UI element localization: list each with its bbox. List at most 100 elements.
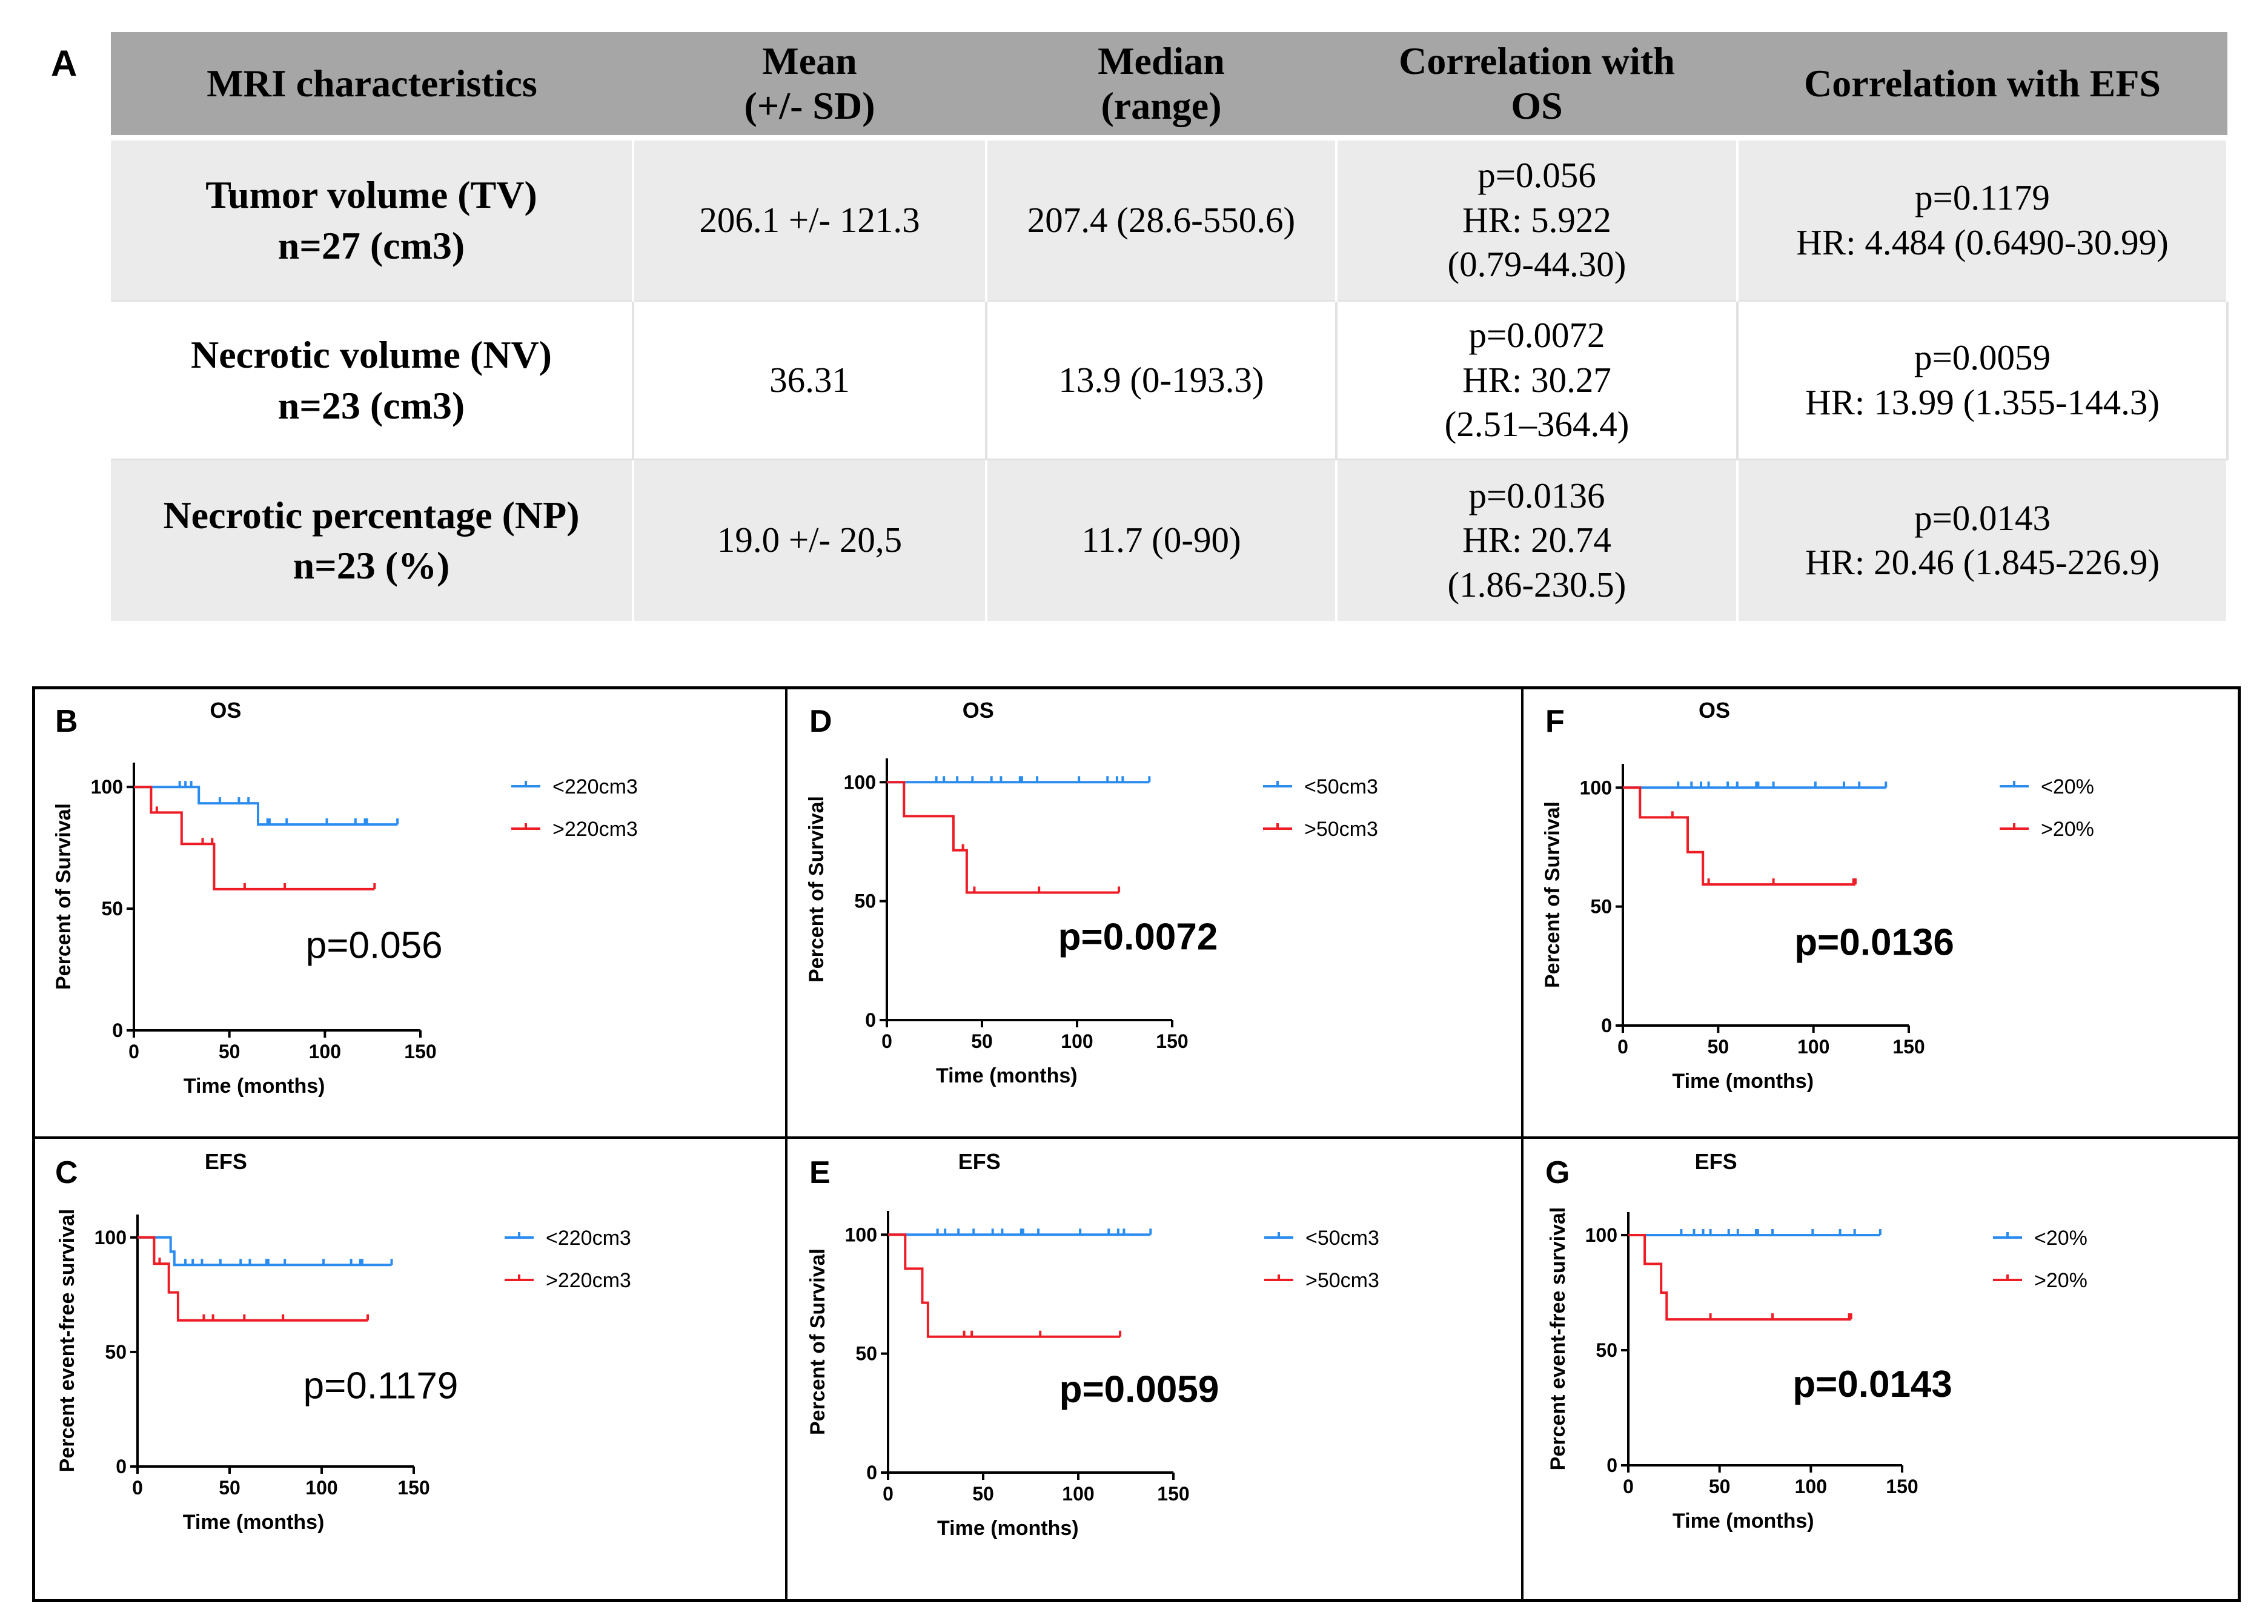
y-tick-label: 0 xyxy=(1601,1015,1612,1036)
y-tick-label: 0 xyxy=(865,1009,876,1031)
series-line xyxy=(138,1236,392,1267)
chart-title: EFS xyxy=(958,1149,1001,1174)
row-characteristic: Necrotic volume (NV) n=23 (cm3) xyxy=(111,300,634,460)
x-tick-label: 50 xyxy=(1709,1476,1731,1497)
x-tick-label: 0 xyxy=(1623,1476,1634,1497)
y-tick-label: 0 xyxy=(116,1456,127,1477)
table-row: Tumor volume (TV) n=27 (cm3) 206.1 +/- 1… xyxy=(111,138,2229,301)
survival-curves-svg: B OS 0 50 100 150 0 50 100 Time (months) Percent o… xyxy=(32,686,2241,1602)
row-mean: 36.31 xyxy=(633,300,987,460)
km-panel-d: D OS 0 50 100 150 0 50 100 Time (months) Percent o… xyxy=(805,698,1378,1087)
panel-label: B xyxy=(55,704,78,739)
x-tick-label: 100 xyxy=(305,1477,337,1499)
y-tick-label: 50 xyxy=(105,1341,127,1363)
series-line xyxy=(888,1233,1121,1338)
x-tick-label: 150 xyxy=(404,1041,436,1062)
x-tick-label: 150 xyxy=(1886,1476,1918,1497)
legend-label: >50cm3 xyxy=(1305,1269,1379,1292)
x-tick-label: 150 xyxy=(1892,1036,1925,1058)
x-tick-label: 150 xyxy=(1156,1030,1188,1052)
y-tick-label: 50 xyxy=(101,898,123,920)
y-axis-label: Percent of Survival xyxy=(52,803,75,990)
series-line xyxy=(887,781,1119,894)
x-axis-label: Time (months) xyxy=(1672,1070,1814,1093)
y-tick-label: 50 xyxy=(1596,1339,1617,1361)
y-tick-label: 50 xyxy=(855,1343,877,1365)
y-tick-label: 100 xyxy=(1580,777,1612,798)
row-median: 11.7 (0-90) xyxy=(986,459,1338,621)
legend-label: >220cm3 xyxy=(546,1269,631,1292)
y-tick-label: 0 xyxy=(112,1019,123,1041)
x-tick-label: 0 xyxy=(132,1477,143,1499)
y-tick-label: 50 xyxy=(1590,896,1612,918)
x-tick-label: 0 xyxy=(883,1483,894,1505)
panel-label-a: A xyxy=(51,43,78,84)
series-line xyxy=(134,786,398,826)
legend-label: >20% xyxy=(2034,1269,2087,1292)
chart-title: OS xyxy=(210,698,241,723)
x-tick-label: 100 xyxy=(1062,1483,1094,1505)
x-tick-label: 150 xyxy=(397,1477,429,1499)
legend-label: <20% xyxy=(2034,1227,2087,1250)
y-tick-label: 100 xyxy=(844,771,876,793)
panel-label: G xyxy=(1545,1155,1570,1190)
x-tick-label: 0 xyxy=(1617,1036,1628,1058)
x-axis-label: Time (months) xyxy=(183,1511,325,1534)
y-axis-label: Percent of Survival xyxy=(1541,801,1564,988)
y-axis-label: Percent event-free survival xyxy=(1547,1207,1570,1471)
chart-title: EFS xyxy=(205,1149,247,1174)
p-value-annotation: p=0.0136 xyxy=(1794,921,1954,963)
legend-label: <50cm3 xyxy=(1305,1227,1379,1250)
y-tick-label: 0 xyxy=(866,1462,877,1483)
km-panel-b: B OS 0 50 100 150 0 50 100 Time (months) Percent o… xyxy=(52,698,638,1098)
x-tick-label: 50 xyxy=(971,1030,993,1052)
x-axis-label: Time (months) xyxy=(184,1075,325,1098)
row-median: 13.9 (0-193.3) xyxy=(986,300,1338,460)
header-median: Median (range) xyxy=(986,32,1336,141)
km-panel-e: E EFS 0 50 100 150 0 50 100 Time (months) Percent … xyxy=(806,1149,1379,1540)
km-panel-f: F OS 0 50 100 150 0 50 100 Time (months) Percent o… xyxy=(1541,698,2094,1093)
y-tick-label: 100 xyxy=(94,1227,127,1248)
x-tick-label: 0 xyxy=(881,1030,892,1052)
x-tick-label: 100 xyxy=(1797,1036,1829,1058)
series-line xyxy=(138,1236,368,1322)
y-tick-label: 50 xyxy=(854,890,876,912)
chart-title: EFS xyxy=(1695,1149,1737,1174)
legend-label: >50cm3 xyxy=(1304,818,1378,841)
row-os-correlation: p=0.0136 HR: 20.74 (1.86-230.5) xyxy=(1336,459,1739,621)
legend-label: <220cm3 xyxy=(552,775,638,798)
row-mean: 206.1 +/- 121.3 xyxy=(633,138,987,301)
km-panel-c: C EFS 0 50 100 150 0 50 100 Time (months) Percent … xyxy=(55,1149,631,1534)
legend-label: <50cm3 xyxy=(1304,775,1378,798)
x-tick-label: 150 xyxy=(1157,1483,1189,1505)
chart-title: OS xyxy=(963,698,994,723)
x-tick-label: 50 xyxy=(219,1477,240,1499)
x-tick-label: 100 xyxy=(1061,1030,1093,1052)
row-characteristic: Necrotic percentage (NP) n=23 (%) xyxy=(111,459,634,621)
panel-label: F xyxy=(1545,704,1565,739)
row-efs-correlation: p=0.1179 HR: 4.484 (0.6490-30.99) xyxy=(1737,138,2229,301)
y-axis-label: Percent event-free survival xyxy=(56,1209,79,1473)
row-mean: 19.0 +/- 20,5 xyxy=(633,459,987,621)
x-tick-label: 100 xyxy=(1795,1476,1827,1497)
panel-label: D xyxy=(809,704,832,739)
row-median: 207.4 (28.6-550.6) xyxy=(986,138,1338,301)
legend-label: >220cm3 xyxy=(552,818,638,841)
header-correlation-efs: Correlation with EFS xyxy=(1737,32,2227,141)
y-tick-label: 100 xyxy=(1585,1224,1617,1246)
series-line xyxy=(1623,786,1855,886)
y-axis-label: Percent of Survival xyxy=(805,796,828,983)
header-correlation-os: Correlation with OS xyxy=(1336,32,1737,141)
legend-label: <220cm3 xyxy=(546,1227,631,1250)
row-os-correlation: p=0.0072 HR: 30.27 (2.51–364.4) xyxy=(1336,300,1739,460)
y-tick-label: 0 xyxy=(1606,1454,1617,1476)
x-axis-label: Time (months) xyxy=(937,1517,1079,1540)
x-tick-label: 50 xyxy=(972,1483,994,1505)
p-value-annotation: p=0.056 xyxy=(306,925,443,967)
row-os-correlation: p=0.056 HR: 5.922 (0.79-44.30) xyxy=(1336,138,1739,301)
y-axis-label: Percent of Survival xyxy=(806,1248,829,1435)
km-panel-g: G EFS 0 50 100 150 0 50 100 Time (months) Percent … xyxy=(1545,1149,2087,1533)
x-tick-label: 100 xyxy=(309,1041,341,1062)
chart-title: OS xyxy=(1699,698,1730,723)
series-line xyxy=(134,786,375,890)
